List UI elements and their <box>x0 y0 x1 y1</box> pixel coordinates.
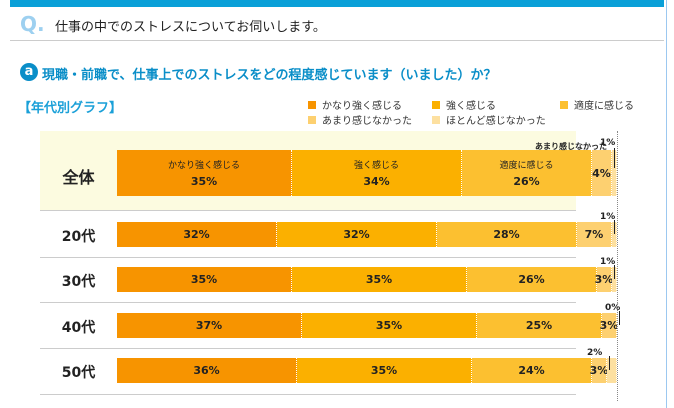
legend-label: あまり感じなかった <box>322 116 412 127</box>
data-label: 1% <box>600 138 616 148</box>
legend-item: 強く感じる <box>432 97 496 112</box>
bar-segment: 37% <box>117 313 302 338</box>
bar-segment <box>612 267 617 292</box>
bar-segment: 35% <box>117 267 292 292</box>
data-label: 37% <box>195 319 223 332</box>
data-label: 3% <box>594 273 614 286</box>
bar-segment: 35% <box>302 313 477 338</box>
bar-segment: 35% <box>292 267 467 292</box>
category-label: 40代 <box>61 319 96 336</box>
legend-item: ほとんど感じなかった <box>432 112 546 127</box>
category-label: 20代 <box>61 228 96 245</box>
data-label: 0% <box>605 303 621 313</box>
bar-segment: 26% <box>467 267 597 292</box>
bar-segment <box>612 150 617 196</box>
bar-segment: 28% <box>437 222 577 247</box>
legend-item: あまり感じなかった <box>308 112 412 127</box>
question-text: 仕事の中でのストレスについてお伺いします。 <box>55 20 326 35</box>
data-label: 26% <box>518 273 545 286</box>
data-label: 3% <box>589 364 609 377</box>
divider <box>10 40 664 41</box>
bar-segment: 24% <box>472 358 592 383</box>
bar-segment: 3% <box>599 313 619 338</box>
q-mark: Q. <box>20 12 45 36</box>
bar-segment: 7% <box>577 222 612 247</box>
bar-segment: 適度に感じる 26% <box>462 150 592 196</box>
data-label: 28% <box>493 228 520 241</box>
data-label: 32% <box>183 228 210 241</box>
bar-segment: 36% <box>117 358 297 383</box>
data-label: 35% <box>370 364 398 377</box>
legend-swatch <box>308 115 316 124</box>
data-label: 35% <box>190 175 218 188</box>
bar-segment <box>612 222 617 247</box>
segment-name: あまり感じなかった <box>535 142 607 151</box>
data-label: 1% <box>600 257 616 267</box>
data-label: 26% <box>513 175 540 188</box>
leader-line <box>614 148 615 168</box>
legend-item: かなり強く感じる <box>308 97 402 112</box>
category-label: 50代 <box>61 364 96 381</box>
segment-name: 強く感じる <box>353 161 399 171</box>
data-label: 25% <box>525 319 553 332</box>
legend-swatch <box>560 100 568 109</box>
data-label: 7% <box>584 228 604 241</box>
bar-segment <box>607 358 617 383</box>
legend-item: 適度に感じる <box>560 97 634 112</box>
bar-segment: 35% <box>297 358 472 383</box>
bar-segment: 32% <box>117 222 277 247</box>
bar-segment: 3% <box>594 267 614 292</box>
data-label: 35% <box>375 319 403 332</box>
data-label: 32% <box>343 228 370 241</box>
legend-swatch <box>308 100 316 109</box>
data-label: 35% <box>365 273 393 286</box>
data-label: 35% <box>190 273 218 286</box>
bar-segment: 25% <box>477 313 602 338</box>
chart-row <box>40 303 576 349</box>
bar-segment: 32% <box>277 222 437 247</box>
a-mark: a <box>20 63 38 81</box>
leader-line <box>619 311 620 325</box>
chart-row <box>40 212 576 258</box>
legend-label: 強く感じる <box>446 101 496 112</box>
legend-label: かなり強く感じる <box>322 101 402 112</box>
data-label: 34% <box>363 175 390 188</box>
hundred-percent-line <box>617 131 618 401</box>
legend-swatch <box>432 100 440 109</box>
bar-segment: 4% <box>592 150 612 196</box>
chart-row <box>40 258 576 303</box>
data-label: 36% <box>193 364 220 377</box>
category-label: 全体 <box>62 168 95 187</box>
chart-row <box>40 349 576 395</box>
leader-line <box>609 356 610 370</box>
bar-segment: 3% <box>589 358 609 383</box>
bar-segment: 強く感じる 34% <box>292 150 462 196</box>
segment-name: 適度に感じる <box>499 161 554 171</box>
segment-name: かなり強く感じる <box>167 161 240 171</box>
legend-swatch <box>432 115 440 124</box>
top-bar <box>10 0 664 7</box>
legend-label: ほとんど感じなかった <box>446 116 546 127</box>
category-label: 30代 <box>61 273 96 290</box>
bar-segment: かなり強く感じる 35% <box>117 150 292 196</box>
data-label: 24% <box>518 364 545 377</box>
data-label: 4% <box>592 166 611 180</box>
leader-line <box>614 220 615 234</box>
data-label: 3% <box>599 319 619 332</box>
data-label: 1% <box>600 212 616 222</box>
right-border <box>666 0 667 408</box>
subquestion-text: 現職・前職で、仕事上でのストレスをどの程度感じています（いました）か？ <box>42 68 497 83</box>
legend-label: 適度に感じる <box>574 101 634 112</box>
data-label: 2% <box>587 348 603 358</box>
leader-line <box>614 265 615 279</box>
graph-title: 【年代別グラフ】 <box>18 101 123 116</box>
